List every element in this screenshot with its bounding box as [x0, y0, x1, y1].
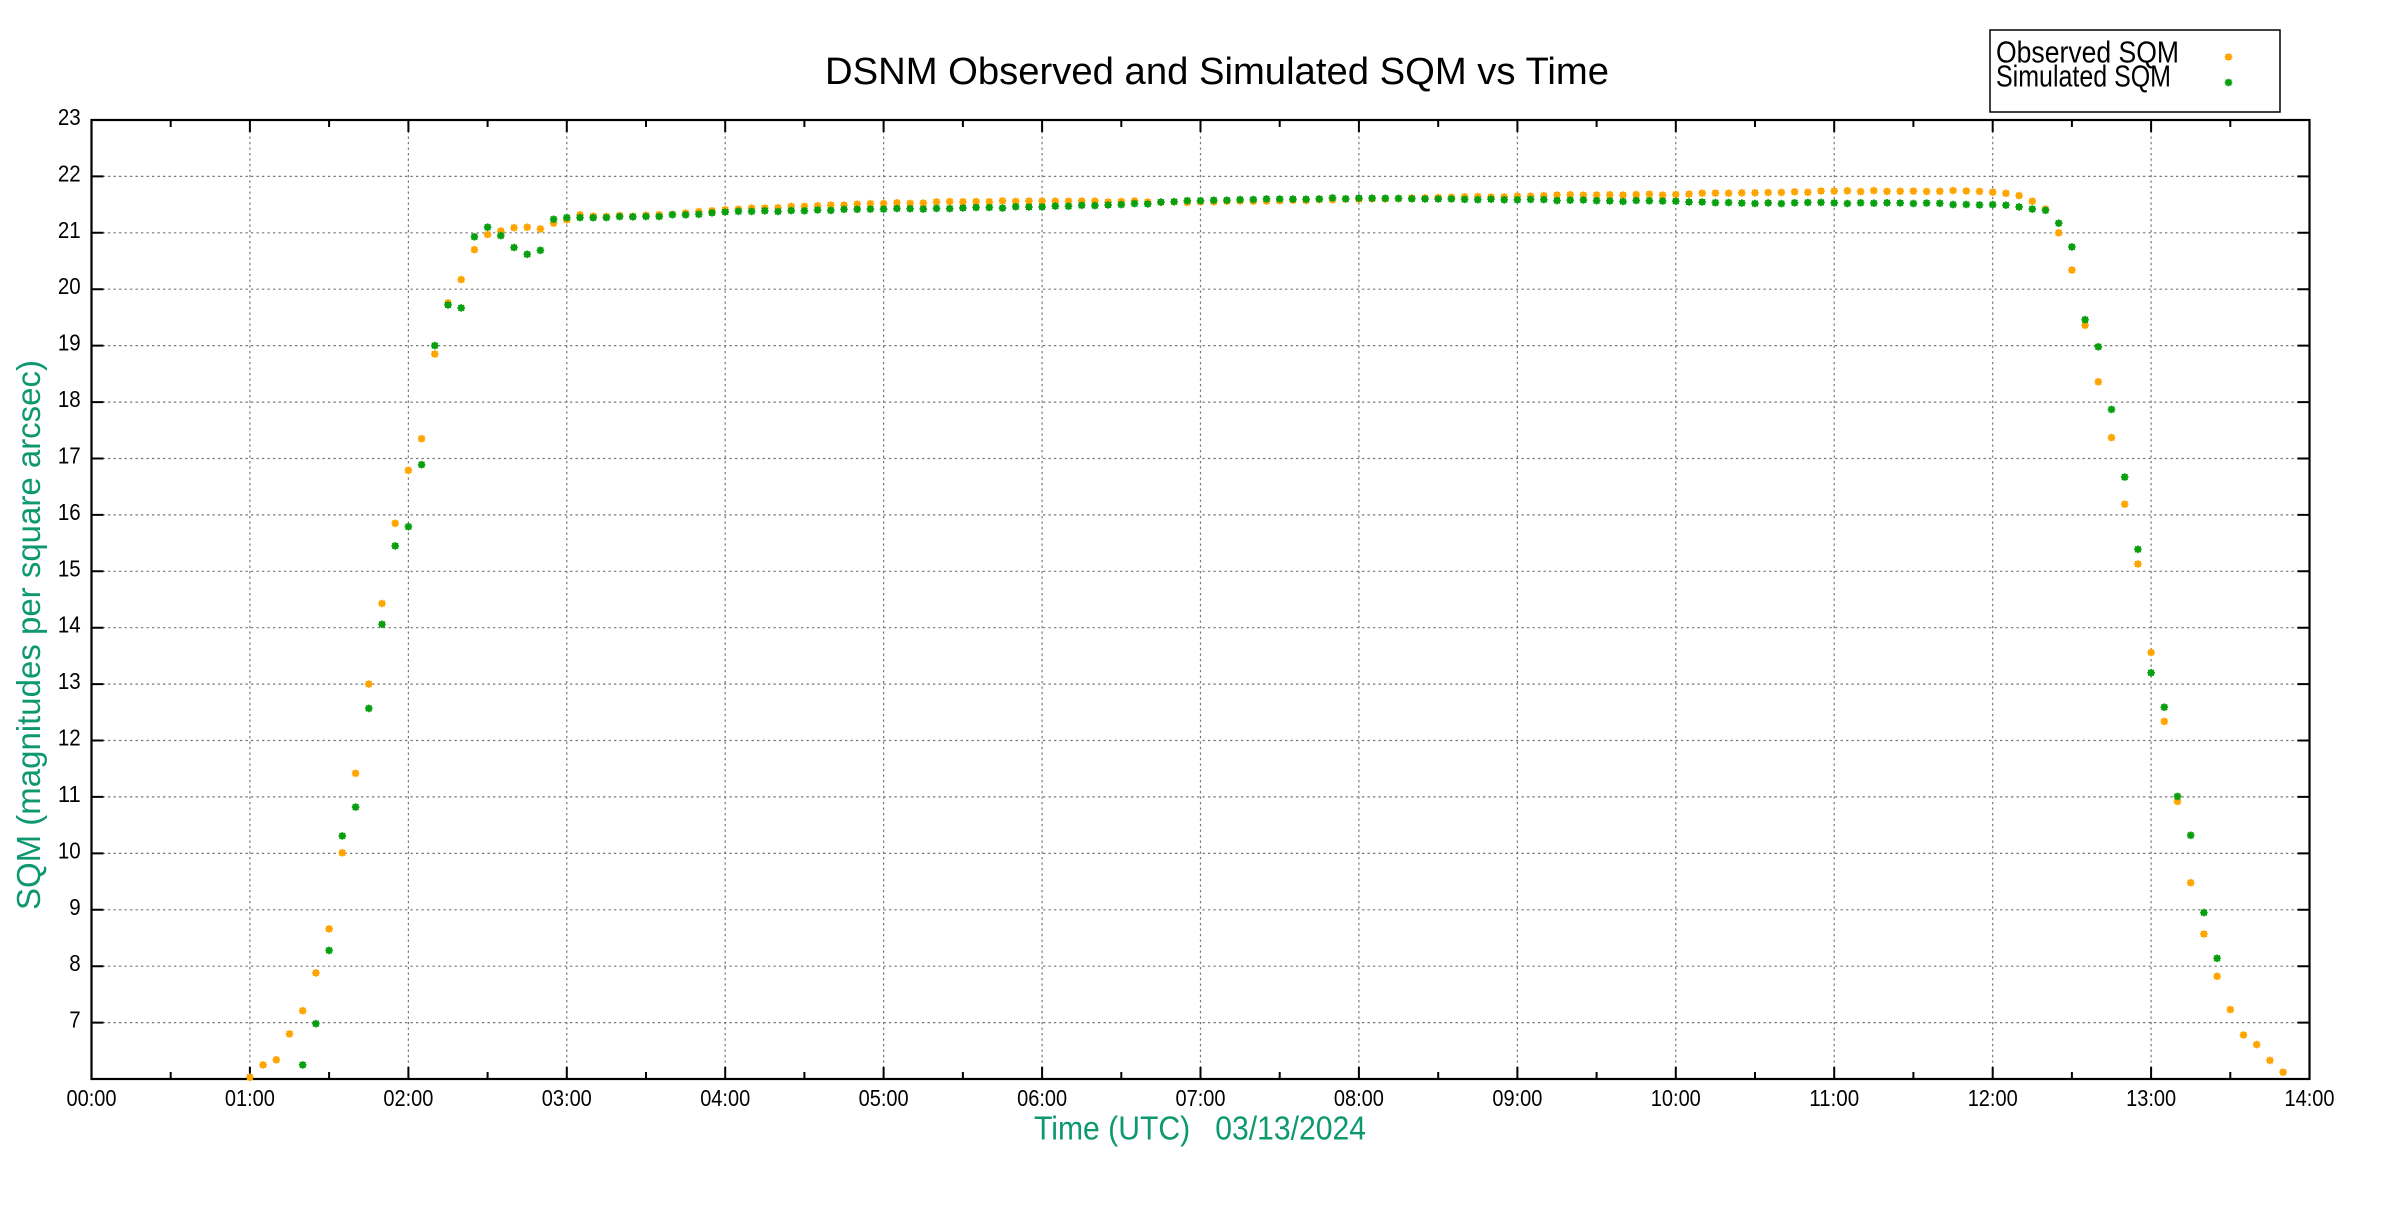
svg-text:09:00: 09:00 [1492, 1085, 1542, 1111]
svg-text:12:00: 12:00 [1968, 1085, 2018, 1111]
svg-text:00:00: 00:00 [67, 1085, 117, 1111]
svg-text:15: 15 [58, 555, 81, 581]
svg-text:23: 23 [58, 104, 81, 130]
svg-text:06:00: 06:00 [1017, 1085, 1067, 1111]
svg-text:14:00: 14:00 [2285, 1085, 2335, 1111]
svg-text:13: 13 [58, 668, 81, 694]
svg-text:Observed SQM: Observed SQM [1996, 35, 2179, 70]
svg-text:21: 21 [58, 217, 81, 243]
svg-text:8: 8 [69, 950, 80, 976]
svg-text:SQM (magnitudes per square arc: SQM (magnitudes per square arcsec) [10, 360, 47, 910]
svg-text:10:00: 10:00 [1651, 1085, 1701, 1111]
svg-text:Time (UTC) 03/13/2024: Time (UTC) 03/13/2024 [1034, 1111, 1366, 1148]
svg-text:9: 9 [69, 894, 80, 920]
svg-text:20: 20 [58, 273, 81, 299]
svg-text:19: 19 [58, 330, 81, 356]
svg-text:17: 17 [58, 443, 81, 469]
svg-text:13:00: 13:00 [2126, 1085, 2176, 1111]
svg-text:10: 10 [58, 837, 81, 863]
svg-text:04:00: 04:00 [700, 1085, 750, 1111]
svg-text:DSNM Observed and Simulated SQ: DSNM Observed and Simulated SQM vs Time [825, 50, 1609, 93]
svg-text:11: 11 [58, 781, 81, 807]
svg-text:22: 22 [58, 160, 81, 186]
svg-text:Simulated SQM: Simulated SQM [1996, 58, 2171, 93]
svg-text:16: 16 [58, 499, 81, 525]
svg-text:07:00: 07:00 [1176, 1085, 1226, 1111]
svg-text:12: 12 [58, 725, 81, 751]
svg-text:18: 18 [58, 386, 81, 412]
svg-text:11:00: 11:00 [1809, 1085, 1859, 1111]
svg-text:05:00: 05:00 [859, 1085, 909, 1111]
svg-text:01:00: 01:00 [225, 1085, 275, 1111]
svg-text:7: 7 [69, 1007, 80, 1033]
svg-text:14: 14 [58, 612, 81, 638]
svg-text:02:00: 02:00 [383, 1085, 433, 1111]
svg-text:08:00: 08:00 [1334, 1085, 1384, 1111]
svg-text:03:00: 03:00 [542, 1085, 592, 1111]
